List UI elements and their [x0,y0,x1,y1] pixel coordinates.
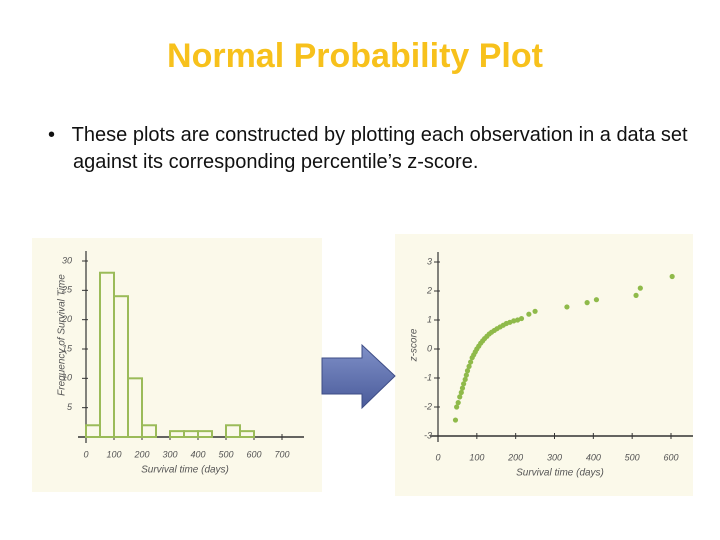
bullet: • These plots are constructed by plottin… [48,124,688,173]
point [669,273,675,280]
x-axis-label: Survival time (days) [141,465,229,476]
x-tick-label: 100 [106,449,121,459]
y-tick-label: 3 [427,256,432,266]
x-tick-label: 100 [469,452,484,462]
y-axis-label: z-score [409,328,420,362]
point [458,389,464,396]
point [564,304,570,310]
point [457,394,463,400]
y-tick-label: 30 [62,255,72,265]
point [468,359,474,365]
point [532,308,538,314]
x-tick-label: 300 [547,452,562,462]
bar [197,430,213,438]
y-tick-label: 10 [62,373,72,383]
bullet-box: • These plots are constructed by plottin… [48,124,688,173]
point [463,372,469,378]
point [454,404,460,410]
bar [239,430,255,438]
point [518,315,525,322]
point [526,311,532,317]
x-tick-label: 0 [83,449,88,459]
x-tick-label: 500 [218,449,233,459]
bar [141,424,157,438]
y-tick-label: -1 [424,372,432,382]
y-tick-label: 0 [427,343,432,353]
point [464,368,471,374]
arrow [321,343,396,410]
point [633,292,639,298]
panel [32,238,322,492]
point [462,376,468,383]
y-tick-label: -2 [424,401,432,411]
y-tick-label: 15 [62,343,73,353]
bullet-text: These plots are constructed by plotting … [71,124,688,173]
x-tick-label: 600 [246,449,261,459]
point [459,385,466,391]
bar [127,377,143,439]
point [637,285,643,291]
x-tick-label: 300 [162,449,177,459]
x-tick-label: 500 [625,452,640,462]
point [466,363,472,369]
point [511,318,517,324]
point [584,300,590,306]
x-tick-label: 600 [663,452,678,462]
x-axis-label: Survival time (days) [516,468,604,479]
y-tick-label: 5 [67,402,73,412]
y-tick-label: 2 [426,285,432,295]
y-tick-label: -3 [424,430,432,440]
point [461,381,467,387]
y-tick-label: 1 [427,314,432,324]
bar [113,295,129,439]
x-tick-label: 200 [507,452,523,462]
point [452,417,459,423]
y-tick-label: 25 [61,285,73,295]
y-tick-label: 20 [61,314,72,324]
x-tick-label: 400 [190,449,205,459]
point [593,297,600,303]
panel [395,234,693,496]
x-tick-label: 700 [274,449,289,459]
x-tick-label: 200 [133,449,149,459]
slide-title: Normal Probability Plot [167,37,543,75]
x-tick-label: 400 [586,452,601,462]
y-axis-label: Frequency of Survival Time [57,274,68,396]
point [455,400,461,406]
x-tick-label: 0 [435,452,440,462]
